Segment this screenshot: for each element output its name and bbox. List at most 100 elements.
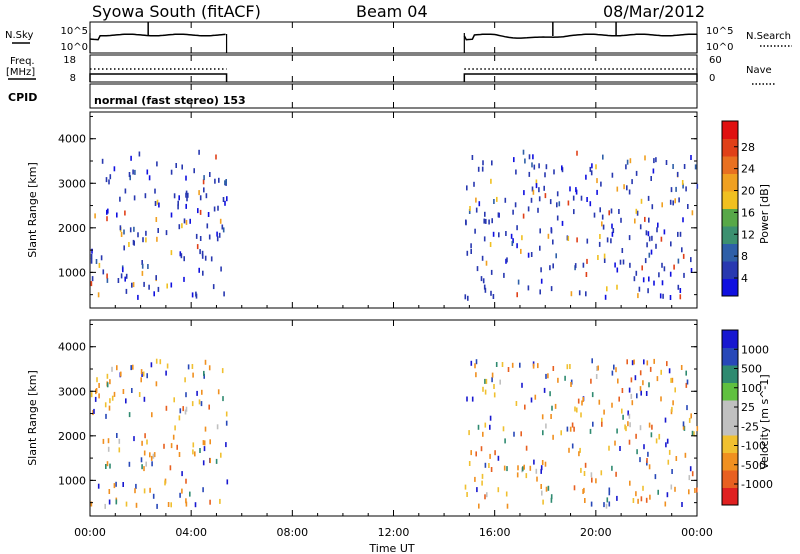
data-point <box>665 442 667 448</box>
data-point <box>481 480 483 486</box>
data-point <box>647 288 649 294</box>
data-point <box>572 195 575 201</box>
power-axes: 1000 2000 3000 4000 <box>58 115 697 296</box>
data-point <box>92 410 94 416</box>
ytick-label: 4000 <box>58 133 86 146</box>
freq-tick-bottom: 8 <box>70 73 76 84</box>
data-point <box>672 400 674 406</box>
data-point <box>185 498 187 504</box>
data-point <box>657 222 659 228</box>
data-point <box>486 492 488 498</box>
data-point <box>648 217 650 223</box>
data-point <box>527 252 530 258</box>
data-point <box>498 232 500 238</box>
data-point <box>90 392 93 398</box>
data-point <box>209 172 211 177</box>
data-point <box>474 228 476 234</box>
data-point <box>614 262 616 268</box>
data-point <box>105 177 108 183</box>
data-point <box>596 178 598 184</box>
data-point <box>589 428 592 434</box>
data-point <box>647 195 650 201</box>
data-point <box>482 386 484 392</box>
data-point <box>666 438 669 444</box>
data-point <box>483 218 485 224</box>
data-point <box>689 466 692 472</box>
data-point <box>196 390 198 396</box>
nave-label: Nave <box>746 65 772 76</box>
data-point <box>224 200 226 206</box>
data-point <box>611 465 613 471</box>
data-point <box>202 460 205 466</box>
data-point <box>170 250 173 256</box>
data-point <box>580 412 582 418</box>
data-point <box>474 476 476 482</box>
data-point <box>621 388 624 393</box>
data-point <box>138 151 141 157</box>
data-point <box>124 188 127 194</box>
data-point <box>485 378 488 384</box>
data-point <box>542 430 544 436</box>
data-point <box>611 172 614 178</box>
ytick-label: 1000 <box>58 266 86 279</box>
data-point <box>489 424 491 430</box>
data-point <box>201 250 204 256</box>
data-point <box>181 471 183 477</box>
colorbar-segment <box>722 417 738 436</box>
data-point <box>639 224 642 230</box>
data-point <box>116 433 118 438</box>
data-point <box>132 239 135 245</box>
data-point <box>209 458 211 464</box>
data-point <box>214 178 216 184</box>
xtick-label: 00:00 <box>681 526 713 539</box>
data-point <box>187 364 190 370</box>
data-point <box>129 227 132 233</box>
data-point <box>106 382 109 388</box>
data-point <box>530 252 533 257</box>
data-point <box>574 406 576 412</box>
data-point <box>491 377 493 383</box>
data-point <box>118 438 121 444</box>
data-point <box>484 389 487 395</box>
data-point <box>105 464 107 469</box>
data-point <box>133 226 135 232</box>
data-point <box>647 451 649 457</box>
data-point <box>544 193 547 199</box>
data-point <box>95 388 98 393</box>
data-point <box>141 263 144 269</box>
data-point <box>132 169 134 175</box>
data-point <box>644 216 646 222</box>
data-point <box>533 459 535 465</box>
data-point <box>197 208 199 214</box>
data-point <box>686 379 689 385</box>
data-point <box>582 262 585 268</box>
data-point <box>631 400 634 406</box>
data-point <box>668 449 671 455</box>
data-point <box>491 218 493 224</box>
colorbar-segment <box>722 278 738 297</box>
data-point <box>540 267 542 273</box>
data-point <box>175 163 177 168</box>
data-point <box>471 155 474 160</box>
data-point <box>555 253 557 259</box>
data-point <box>497 212 500 218</box>
data-point <box>511 362 514 368</box>
data-point <box>470 249 472 254</box>
xtick-label: 12:00 <box>378 526 410 539</box>
data-point <box>483 284 486 290</box>
data-point <box>646 242 648 248</box>
data-point <box>485 260 488 266</box>
data-point <box>145 461 147 467</box>
data-point <box>203 373 205 379</box>
data-point <box>185 478 187 484</box>
data-point <box>586 238 589 244</box>
data-point <box>154 188 156 194</box>
data-point <box>189 218 191 224</box>
data-point <box>676 171 679 177</box>
data-point <box>482 160 484 166</box>
data-point <box>655 438 658 444</box>
data-point <box>603 253 606 259</box>
data-point <box>522 213 525 219</box>
data-point <box>599 207 601 213</box>
data-point <box>626 185 628 191</box>
